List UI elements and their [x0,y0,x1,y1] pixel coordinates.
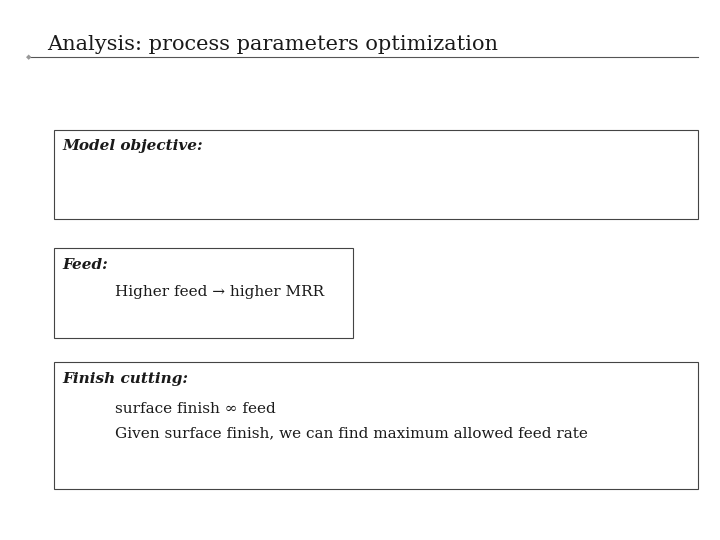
Text: Finish cutting:: Finish cutting: [63,372,189,386]
Text: optimum feed, cutting speed: optimum feed, cutting speed [102,165,348,179]
Text: Find: Find [63,165,102,179]
Text: surface finish ∞ feed: surface finish ∞ feed [115,402,276,416]
Text: Higher feed → higher MRR: Higher feed → higher MRR [115,285,324,299]
Text: Analysis: process parameters optimization: Analysis: process parameters optimizatio… [47,35,498,54]
Text: to [maximize MRR]/[minimize cost]/…: to [maximize MRR]/[minimize cost]/… [348,165,646,179]
Text: Feed:: Feed: [63,258,109,272]
Text: ◆: ◆ [26,53,32,60]
Text: Model objective:: Model objective: [63,139,203,153]
Text: Given surface finish, we can find maximum allowed feed rate: Given surface finish, we can find maximu… [115,427,588,441]
